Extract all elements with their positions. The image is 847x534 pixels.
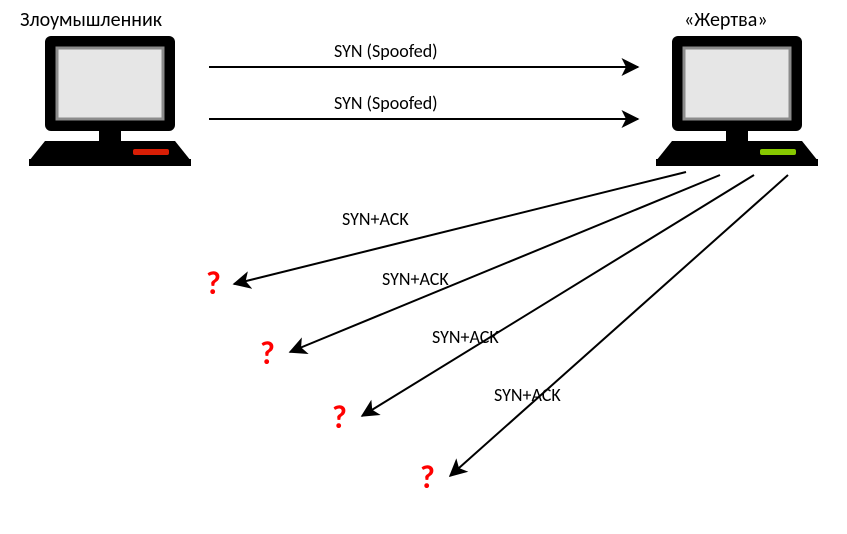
- synack-arrow-2: [290, 175, 720, 352]
- attacker-title: Злоумышленник: [20, 8, 162, 32]
- victim-title: «Жертва»: [684, 8, 768, 32]
- syn-label-2: SYN (Spoofed): [334, 92, 438, 114]
- victim-computer-svg: [652, 36, 822, 166]
- synack-arrow-4: [450, 175, 788, 476]
- syn-label-1: SYN (Spoofed): [334, 40, 438, 62]
- synack-label-4: SYN+ACK: [494, 384, 561, 406]
- synack-label-1: SYN+ACK: [342, 208, 409, 230]
- victim-led: [760, 149, 796, 155]
- question-mark-4: ?: [420, 458, 435, 497]
- synack-arrow-3: [362, 175, 754, 416]
- synack-label-3: SYN+ACK: [432, 326, 499, 348]
- question-mark-2: ?: [260, 334, 275, 373]
- synack-arrow-1: [234, 172, 686, 284]
- attacker-computer-svg: [25, 36, 195, 166]
- question-mark-3: ?: [332, 398, 347, 437]
- question-mark-1: ?: [206, 264, 221, 303]
- synack-label-2: SYN+ACK: [382, 268, 449, 290]
- attacker-led: [133, 149, 169, 155]
- attacker-computer: [25, 36, 195, 171]
- victim-computer: [652, 36, 822, 171]
